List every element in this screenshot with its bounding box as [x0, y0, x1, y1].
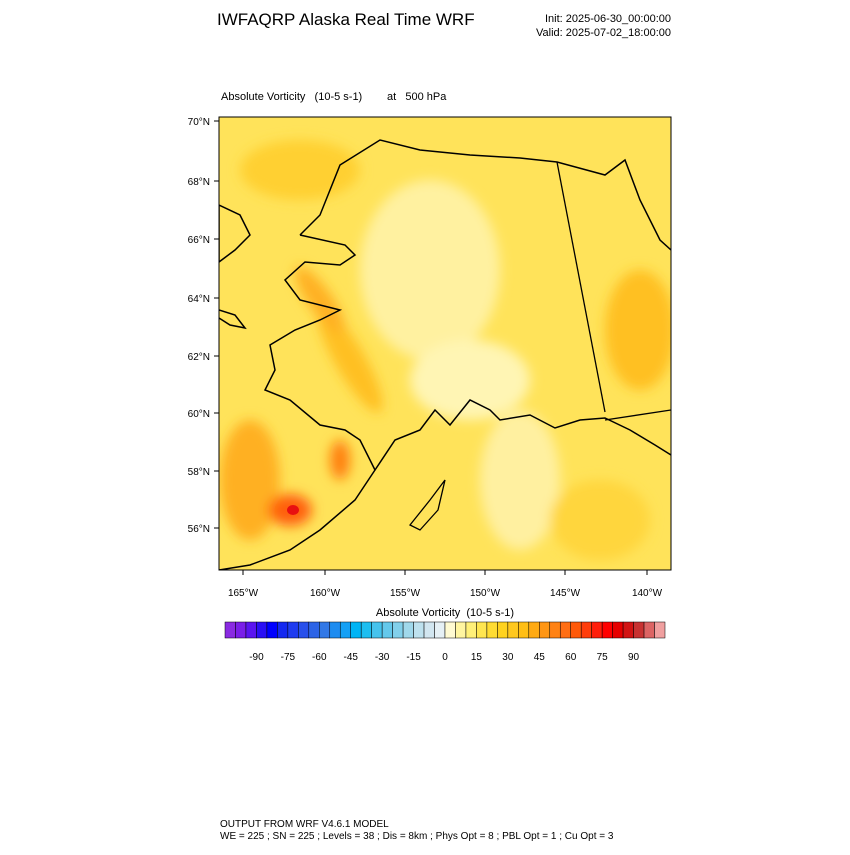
lon-label: 150°W	[470, 588, 501, 599]
colorbar-box	[329, 621, 341, 639]
colorbar-box	[591, 621, 603, 639]
lon-label: 140°W	[632, 588, 663, 599]
init-time: Init: 2025-06-30_00:00:00	[545, 13, 671, 25]
colorbar-label: -15	[406, 652, 421, 663]
colorbar-title: Absolute Vorticity (10-5 s-1)	[376, 607, 514, 619]
colorbar-box	[266, 621, 278, 639]
colorbar-box	[434, 621, 446, 639]
map-field	[219, 117, 671, 570]
colorbar-box	[224, 621, 236, 639]
colorbar-box	[360, 621, 372, 639]
colorbar-box	[601, 621, 613, 639]
field-level: at 500 hPa	[387, 91, 447, 103]
colorbar-label: -30	[375, 652, 390, 663]
colorbar-box	[465, 621, 477, 639]
colorbar-label: -90	[249, 652, 264, 663]
field-name: Absolute Vorticity (10-5 s-1)	[221, 91, 362, 103]
colorbar-box	[381, 621, 393, 639]
colorbar-box	[350, 621, 362, 639]
lat-label: 56°N	[188, 524, 210, 535]
colorbar-box	[413, 621, 425, 639]
colorbar-box	[423, 621, 435, 639]
colorbar-box	[507, 621, 519, 639]
footer-line: OUTPUT FROM WRF V4.6.1 MODEL	[220, 819, 389, 830]
valid-time: Valid: 2025-07-02_18:00:00	[536, 27, 671, 39]
colorbar-box	[539, 621, 551, 639]
colorbar-box	[245, 621, 257, 639]
lat-label: 58°N	[188, 467, 210, 478]
colorbar-label: 15	[471, 652, 483, 663]
colorbar-box	[622, 621, 634, 639]
colorbar-box	[256, 621, 268, 639]
colorbar-box	[518, 621, 530, 639]
colorbar-box	[444, 621, 456, 639]
colorbar-box	[308, 621, 320, 639]
colorbar-box	[549, 621, 561, 639]
colorbar-box	[339, 621, 351, 639]
colorbar-box	[476, 621, 488, 639]
colorbar-box	[298, 621, 310, 639]
lon-label: 155°W	[390, 588, 421, 599]
colorbar-box	[643, 621, 655, 639]
colorbar-box	[570, 621, 582, 639]
colorbar-box	[287, 621, 299, 639]
colorbar-box	[277, 621, 289, 639]
lon-label: 160°W	[310, 588, 341, 599]
colorbar-box	[235, 621, 247, 639]
title: IWFAQRP Alaska Real Time WRF	[217, 10, 475, 29]
lon-label: 145°W	[550, 588, 581, 599]
colorbar-label: 90	[628, 652, 640, 663]
colorbar-box	[371, 621, 383, 639]
lat-label: 68°N	[188, 177, 210, 188]
colorbar-box	[528, 621, 540, 639]
colorbar-box	[559, 621, 571, 639]
colorbar-label: -45	[343, 652, 358, 663]
colorbar-box	[402, 621, 414, 639]
colorbar-label: 60	[565, 652, 577, 663]
lat-label: 64°N	[188, 294, 210, 305]
colorbar-box	[319, 621, 331, 639]
colorbar-label: 45	[534, 652, 546, 663]
colorbar-label: -60	[312, 652, 327, 663]
colorbar-label: 0	[442, 652, 448, 663]
lon-label: 165°W	[228, 588, 259, 599]
colorbar-box	[497, 621, 509, 639]
colorbar-label: -75	[281, 652, 296, 663]
colorbar-label: 30	[502, 652, 514, 663]
colorbar-box	[633, 621, 645, 639]
colorbar-label: 75	[597, 652, 609, 663]
colorbar-box	[654, 621, 666, 639]
colorbar-box	[486, 621, 498, 639]
lat-label: 66°N	[188, 235, 210, 246]
colorbar-box	[455, 621, 467, 639]
lat-label: 60°N	[188, 409, 210, 420]
lat-label: 70°N	[188, 117, 210, 128]
colorbar-box	[392, 621, 404, 639]
footer-line: WE = 225 ; SN = 225 ; Levels = 38 ; Dis …	[220, 831, 614, 842]
colorbar-box	[580, 621, 592, 639]
lat-label: 62°N	[188, 352, 210, 363]
map-frame	[218, 116, 672, 571]
colorbar-box	[612, 621, 624, 639]
